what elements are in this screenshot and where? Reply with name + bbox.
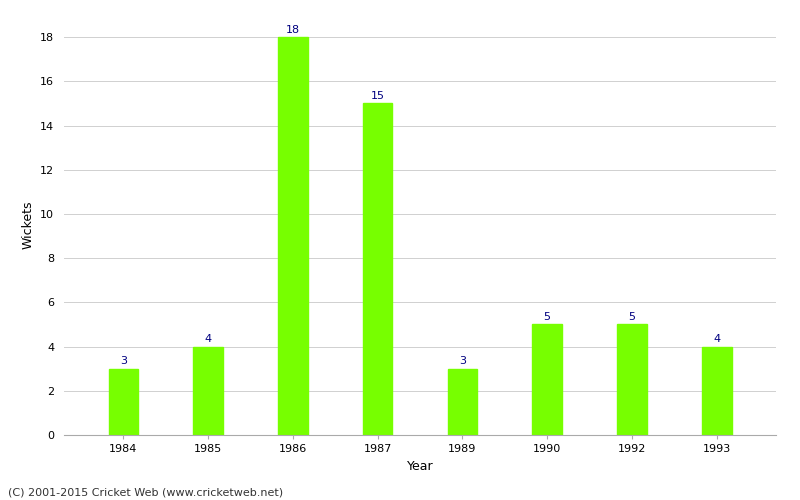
X-axis label: Year: Year [406, 460, 434, 472]
Bar [109, 368, 138, 435]
Bar [278, 37, 308, 435]
Text: 15: 15 [370, 91, 385, 101]
Text: 3: 3 [459, 356, 466, 366]
Bar [194, 346, 223, 435]
Text: 5: 5 [544, 312, 550, 322]
Bar [447, 368, 478, 435]
Text: 18: 18 [286, 25, 300, 35]
Bar [617, 324, 646, 435]
Text: 4: 4 [205, 334, 212, 344]
Bar [702, 346, 731, 435]
Bar [532, 324, 562, 435]
Text: 3: 3 [120, 356, 127, 366]
Y-axis label: Wickets: Wickets [22, 200, 34, 249]
Bar [362, 104, 393, 435]
Text: (C) 2001-2015 Cricket Web (www.cricketweb.net): (C) 2001-2015 Cricket Web (www.cricketwe… [8, 488, 283, 498]
Text: 5: 5 [629, 312, 635, 322]
Text: 4: 4 [713, 334, 720, 344]
